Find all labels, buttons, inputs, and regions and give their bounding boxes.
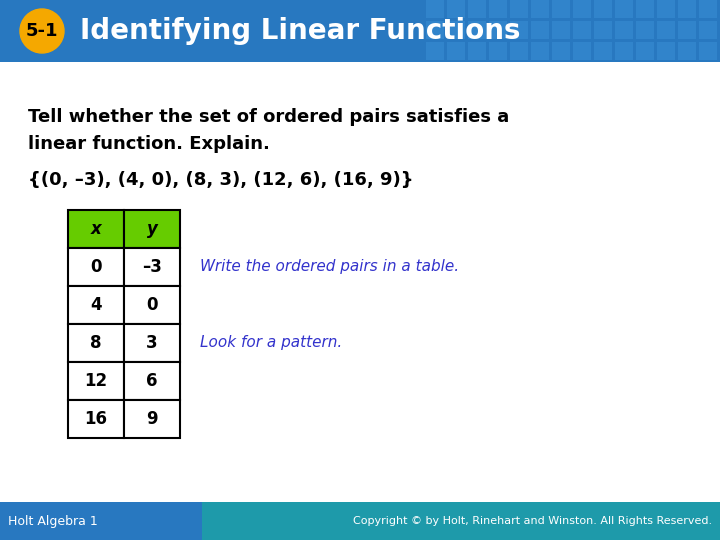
- Bar: [636, 0, 654, 18]
- Text: Identifying Linear Functions: Identifying Linear Functions: [80, 17, 521, 45]
- Bar: [573, 42, 591, 60]
- Bar: [0, 502, 202, 540]
- Text: Holt Algebra 1: Holt Algebra 1: [8, 515, 98, 528]
- Bar: [489, 42, 507, 60]
- Bar: [615, 0, 633, 18]
- Text: 8: 8: [90, 334, 102, 352]
- Text: 0: 0: [90, 258, 102, 276]
- Bar: [678, 0, 696, 18]
- Bar: [615, 21, 633, 39]
- Text: 12: 12: [84, 372, 107, 390]
- Bar: [489, 0, 507, 18]
- Bar: [468, 42, 486, 60]
- Circle shape: [20, 9, 64, 53]
- Bar: [636, 42, 654, 60]
- Bar: [552, 0, 570, 18]
- Text: 9: 9: [146, 410, 158, 428]
- Bar: [68, 362, 124, 400]
- Bar: [531, 21, 549, 39]
- Text: Tell whether the set of ordered pairs satisfies a: Tell whether the set of ordered pairs sa…: [28, 108, 509, 126]
- Text: x: x: [91, 220, 102, 238]
- Bar: [124, 286, 180, 324]
- Text: linear function. Explain.: linear function. Explain.: [28, 135, 270, 153]
- Bar: [699, 0, 717, 18]
- Bar: [68, 248, 124, 286]
- Bar: [489, 21, 507, 39]
- Text: –3: –3: [142, 258, 162, 276]
- Bar: [510, 0, 528, 18]
- Bar: [202, 502, 720, 540]
- Bar: [68, 324, 124, 362]
- Bar: [636, 21, 654, 39]
- Bar: [531, 42, 549, 60]
- Bar: [594, 21, 612, 39]
- Text: Look for a pattern.: Look for a pattern.: [200, 335, 342, 350]
- Bar: [594, 42, 612, 60]
- Text: Write the ordered pairs in a table.: Write the ordered pairs in a table.: [200, 260, 459, 274]
- Bar: [468, 21, 486, 39]
- Bar: [124, 400, 180, 438]
- Bar: [678, 42, 696, 60]
- Bar: [552, 42, 570, 60]
- Text: {(0, –3), (4, 0), (8, 3), (12, 6), (16, 9)}: {(0, –3), (4, 0), (8, 3), (12, 6), (16, …: [28, 171, 413, 189]
- Text: 6: 6: [146, 372, 158, 390]
- Bar: [124, 210, 180, 248]
- Bar: [426, 21, 444, 39]
- Bar: [447, 21, 465, 39]
- Bar: [426, 0, 444, 18]
- Bar: [124, 324, 180, 362]
- Bar: [531, 0, 549, 18]
- Bar: [447, 42, 465, 60]
- Bar: [510, 42, 528, 60]
- Bar: [68, 286, 124, 324]
- Bar: [68, 210, 124, 248]
- Text: 5-1: 5-1: [26, 22, 58, 40]
- Bar: [468, 0, 486, 18]
- Bar: [447, 0, 465, 18]
- Bar: [552, 21, 570, 39]
- Text: 3: 3: [146, 334, 158, 352]
- Bar: [699, 21, 717, 39]
- Bar: [573, 21, 591, 39]
- Bar: [699, 42, 717, 60]
- Bar: [124, 362, 180, 400]
- Text: 16: 16: [84, 410, 107, 428]
- Text: 4: 4: [90, 296, 102, 314]
- Bar: [678, 21, 696, 39]
- Text: 0: 0: [146, 296, 158, 314]
- Bar: [124, 248, 180, 286]
- Bar: [573, 0, 591, 18]
- Bar: [657, 21, 675, 39]
- Bar: [657, 42, 675, 60]
- Bar: [68, 400, 124, 438]
- Bar: [615, 42, 633, 60]
- Text: y: y: [147, 220, 158, 238]
- Text: Copyright © by Holt, Rinehart and Winston. All Rights Reserved.: Copyright © by Holt, Rinehart and Winsto…: [353, 516, 712, 526]
- Bar: [510, 21, 528, 39]
- Bar: [657, 0, 675, 18]
- Bar: [426, 42, 444, 60]
- Bar: [594, 0, 612, 18]
